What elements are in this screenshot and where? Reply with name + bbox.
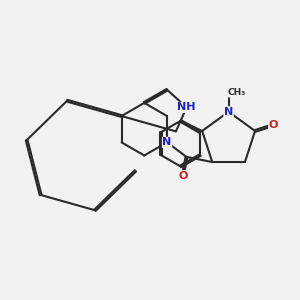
Text: N: N bbox=[224, 107, 233, 117]
Text: O: O bbox=[178, 171, 188, 181]
Text: NH: NH bbox=[177, 102, 196, 112]
Text: CH₃: CH₃ bbox=[227, 88, 245, 97]
Text: O: O bbox=[268, 120, 278, 130]
Text: N: N bbox=[162, 137, 172, 147]
